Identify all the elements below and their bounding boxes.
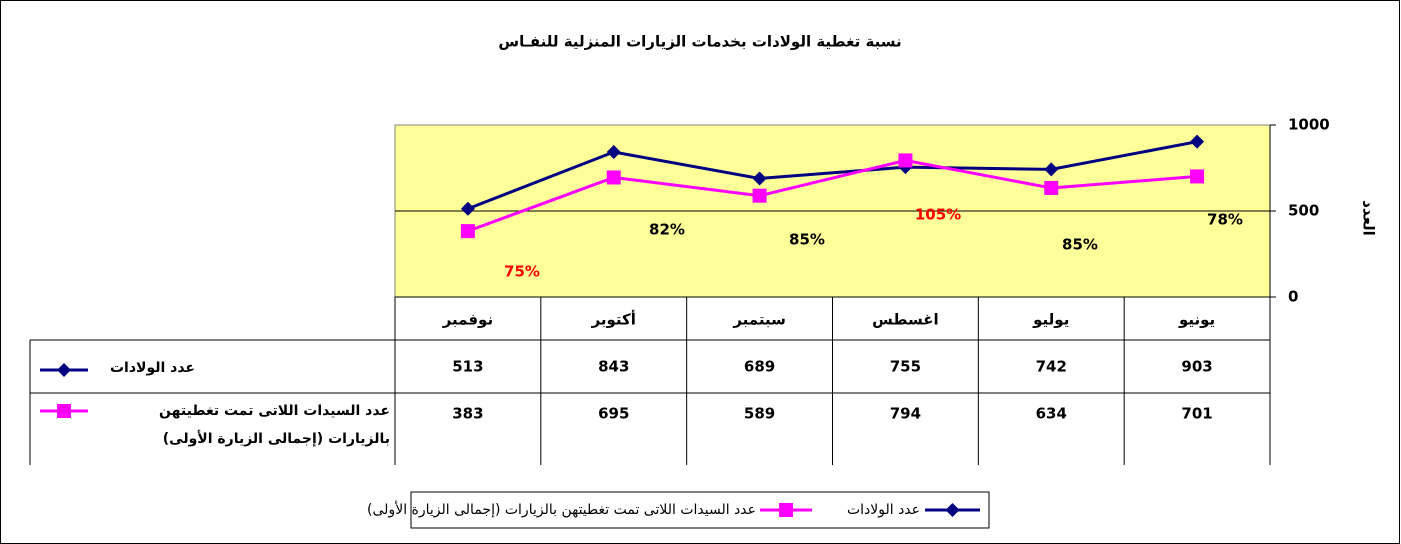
legend-label: عدد السيدات اللاتى تمت تغطيتهن بالزيارات… <box>367 500 756 518</box>
legend-label: عدد الولادات <box>847 502 920 518</box>
marker <box>606 145 621 160</box>
marker <box>779 503 793 517</box>
marker <box>606 170 621 185</box>
y-tick-label: 0 <box>1288 288 1298 306</box>
coverage-label: 78% <box>1207 211 1243 229</box>
coverage-label: 85% <box>789 231 825 249</box>
x-tick-label: اغسطس <box>872 311 938 329</box>
marker <box>460 224 475 239</box>
marker <box>1044 162 1059 177</box>
table-value: 701 <box>1181 405 1212 423</box>
table-value: 513 <box>452 358 483 376</box>
row-label-text: عدد السيدات اللاتى تمت تغطيتهن بالزيارات… <box>159 403 390 447</box>
x-tick-label: يوليو <box>1032 311 1069 329</box>
table-value: 794 <box>890 405 921 423</box>
y-tick-label: 500 <box>1288 202 1319 220</box>
marker <box>57 404 71 418</box>
chart-title: نسبة تغطية الولادات بخدمات الزيارات المن… <box>498 33 901 51</box>
table-value: 755 <box>890 358 921 376</box>
x-tick-label: نوفمبر <box>442 311 493 329</box>
row-label: عدد الولادات <box>109 360 195 376</box>
y-tick-label: 1000 <box>1288 116 1330 134</box>
marker <box>752 171 767 186</box>
x-tick-label: سبتمبر <box>732 311 786 329</box>
marker <box>898 153 913 168</box>
marker <box>1190 134 1205 149</box>
table-value: 903 <box>1181 358 1212 376</box>
table-value: 742 <box>1036 358 1067 376</box>
coverage-label: 105% <box>915 206 961 224</box>
series-line <box>467 158 1198 233</box>
legend-box <box>410 491 990 529</box>
row-label-text: عدد الولادات <box>109 360 195 376</box>
coverage-label: 75% <box>504 263 540 281</box>
marker <box>57 363 71 377</box>
row-label: عدد السيدات اللاتى تمت تغطيتهن بالزيارات… <box>159 403 390 447</box>
table-value: 689 <box>744 358 775 376</box>
marker <box>752 188 767 203</box>
table-value: 383 <box>452 405 483 423</box>
coverage-label: 82% <box>649 221 685 239</box>
series-line <box>467 140 1198 211</box>
x-tick-label: أكتوبر <box>591 310 636 329</box>
table-value: 634 <box>1036 405 1067 423</box>
table-value: 695 <box>598 405 629 423</box>
x-tick-label: يونيو <box>1178 311 1215 329</box>
marker <box>460 201 475 216</box>
legend: عدد الولادات عدد السيدات اللاتى تمت تغطيت… <box>367 491 990 529</box>
marker <box>1044 180 1059 195</box>
table-value: 843 <box>598 358 629 376</box>
y-axis-label: العدد <box>1360 200 1378 236</box>
coverage-label: 85% <box>1062 236 1098 254</box>
table-value: 589 <box>744 405 775 423</box>
marker <box>945 503 960 517</box>
marker <box>1190 169 1205 184</box>
